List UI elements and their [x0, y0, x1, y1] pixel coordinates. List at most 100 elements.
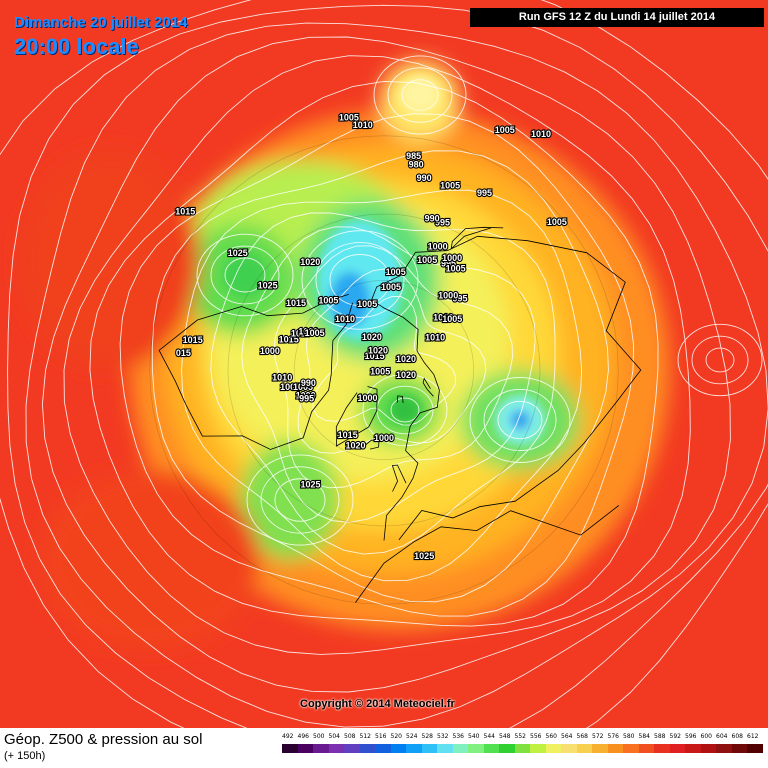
coastline	[158, 294, 353, 450]
isobar	[401, 79, 439, 111]
isobar	[677, 323, 763, 397]
isobar	[497, 400, 543, 440]
pressure-label: 1005	[547, 217, 567, 227]
forecast-time: 20:00 locale	[14, 34, 139, 59]
isobar	[274, 478, 326, 522]
scale-swatch	[545, 744, 561, 753]
coastline	[371, 235, 642, 541]
scale-label: 496	[297, 733, 309, 740]
scale-label: 504	[328, 733, 340, 740]
pressure-label: 1010	[298, 327, 318, 337]
scale-label: 596	[685, 733, 697, 740]
coastline	[355, 505, 619, 603]
pressure-label: 1005	[417, 255, 437, 265]
low-centers	[223, 77, 545, 445]
pressure-label: 1000	[357, 393, 377, 403]
forecast-range: (+ 150h)	[4, 750, 46, 762]
pressure-label: 1015	[279, 335, 299, 345]
isobar	[373, 55, 467, 135]
scale-label: 560	[545, 733, 557, 740]
scale-label: 600	[700, 733, 712, 740]
pressure-label: 1015	[183, 335, 203, 345]
scale-swatch	[421, 744, 437, 753]
scale-swatch	[344, 744, 360, 753]
isobar	[196, 233, 294, 317]
scale-label: 564	[561, 733, 573, 740]
pressure-label: 1025	[228, 248, 248, 258]
pressure-label: 1000	[428, 242, 448, 252]
pressure-label: 980	[409, 160, 424, 170]
isobar	[151, 150, 609, 603]
scale-label: 532	[437, 733, 449, 740]
map-title: Géop. Z500 & pression au sol	[4, 731, 203, 748]
pressure-label: 1005	[318, 296, 338, 306]
pressure-label: 985	[406, 151, 421, 161]
coastline	[422, 377, 434, 397]
isobar	[25, 22, 768, 728]
scale-label: 544	[483, 733, 495, 740]
latitude-circle	[227, 213, 541, 527]
pressure-label: 1000	[260, 346, 280, 356]
pressure-label: 1000	[296, 391, 316, 401]
pressure-label: 1000	[442, 253, 462, 263]
isobar	[329, 254, 391, 306]
pressure-label: 1015	[338, 430, 358, 440]
scale-label: 508	[344, 733, 356, 740]
scale-label: 576	[607, 733, 619, 740]
scale-swatch	[669, 744, 685, 753]
scale-label: 492	[282, 733, 294, 740]
scale-swatch	[390, 744, 406, 753]
scale-label: 612	[747, 733, 759, 740]
copyright: Copyright © 2014 Meteociel.fr	[300, 698, 455, 710]
pressure-label: 1015	[175, 207, 195, 217]
scale-label: 572	[592, 733, 604, 740]
isobar	[7, 4, 768, 728]
coastline	[335, 386, 378, 447]
isobar	[390, 397, 420, 423]
scale-label: 608	[731, 733, 743, 740]
isobar	[210, 212, 556, 555]
pressure-label: 1015	[365, 351, 385, 361]
isobar	[387, 67, 453, 123]
forecast-date: Dimanche 20 juillet 2014	[14, 14, 188, 31]
pressure-label: 1020	[368, 346, 388, 356]
coastlines	[149, 135, 642, 605]
coastline	[396, 395, 404, 404]
isobar	[273, 245, 513, 489]
pressure-label: 1005	[442, 314, 462, 324]
scale-swatch	[483, 744, 499, 753]
pressure-label: 1000	[438, 291, 458, 301]
pressure-label: 1010	[291, 328, 311, 338]
isobar	[241, 226, 536, 523]
scale-swatch	[731, 744, 747, 753]
isobar	[469, 377, 571, 463]
isobar-lines	[0, 0, 768, 728]
isobar	[41, 36, 731, 693]
pressure-label: 995	[477, 188, 492, 198]
pressure-label: 1005	[280, 382, 300, 392]
isobar	[705, 347, 735, 373]
isobar	[89, 80, 659, 627]
coastline	[391, 464, 407, 492]
scale-label: 604	[716, 733, 728, 740]
pressure-label: 995	[299, 393, 314, 403]
scale-label: 580	[623, 733, 635, 740]
pressure-label: 990	[301, 378, 316, 388]
pressure-label: 1025	[300, 480, 320, 490]
pressure-label: 1015	[286, 298, 306, 308]
pressure-label: 1010	[335, 314, 355, 324]
scale-label: 556	[530, 733, 542, 740]
pressure-label: 990	[425, 214, 440, 224]
scale-swatch	[375, 744, 391, 753]
pressure-label: 1005	[381, 282, 401, 292]
scale-swatch	[499, 744, 515, 753]
scale-swatch	[297, 744, 313, 753]
pressure-label: 1005	[370, 367, 390, 377]
pressure-label: 1025	[258, 281, 278, 291]
scale-swatch	[592, 744, 608, 753]
scale-label: 568	[576, 733, 588, 740]
pressure-label: 1020	[362, 332, 382, 342]
pressure-label: 1010	[531, 129, 551, 139]
